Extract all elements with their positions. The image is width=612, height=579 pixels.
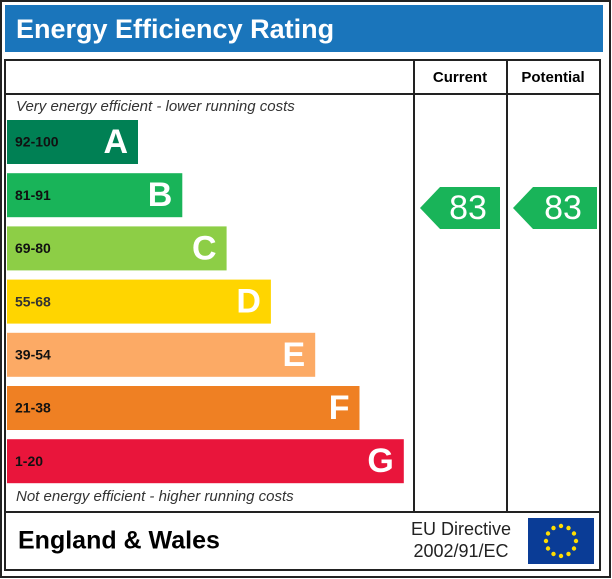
footer-region: England & Wales [18, 527, 220, 555]
band-letter: G [367, 442, 393, 480]
eu-star [543, 538, 549, 544]
band-letter: D [236, 283, 261, 321]
eu-star [571, 531, 577, 536]
band-range: 92-100 [15, 134, 59, 150]
band-letter: A [103, 123, 128, 161]
bottom-note: Not energy efficient - higher running co… [16, 488, 294, 505]
footer-border [4, 511, 601, 571]
band-bar [7, 120, 138, 164]
band-range: 81-91 [15, 187, 51, 203]
rating-value: 83 [544, 189, 582, 227]
eu-star [566, 525, 571, 531]
band-range: 55-68 [15, 293, 51, 309]
top-note: Very energy efficient - lower running co… [16, 98, 295, 115]
band-bar [7, 226, 227, 271]
title-bar [5, 5, 603, 52]
band-bar [7, 332, 316, 377]
band-letter: B [148, 176, 173, 214]
title: Energy Efficiency Rating [16, 14, 334, 44]
band-range: 39-54 [15, 347, 51, 363]
eu-star [558, 553, 564, 559]
eu-star [573, 538, 579, 544]
band-range: 69-80 [15, 240, 51, 256]
band-range: 21-38 [15, 400, 51, 416]
header-current: Current [433, 69, 487, 86]
eu-star [558, 523, 564, 529]
eu-star [545, 546, 551, 551]
band-letter: E [283, 336, 306, 374]
band-letter: F [329, 389, 350, 427]
band-bar [7, 439, 404, 484]
rating-arrow [420, 187, 500, 229]
eu-star [551, 551, 556, 557]
footer-directive: 2002/91/EC [413, 541, 508, 561]
eu-star [571, 546, 577, 551]
band-letter: C [192, 229, 217, 267]
band-bar [7, 279, 271, 324]
band-range: 1-20 [15, 453, 43, 469]
eu-star [566, 551, 571, 557]
rating-value: 83 [449, 189, 487, 227]
rating-arrow [513, 187, 597, 229]
eu-star [551, 525, 556, 531]
footer-directive: EU Directive [411, 519, 511, 539]
band-bar [7, 386, 360, 430]
eu-star [545, 531, 551, 536]
eu-stars [543, 523, 579, 559]
header-potential: Potential [521, 69, 584, 86]
band-bar [7, 173, 183, 218]
